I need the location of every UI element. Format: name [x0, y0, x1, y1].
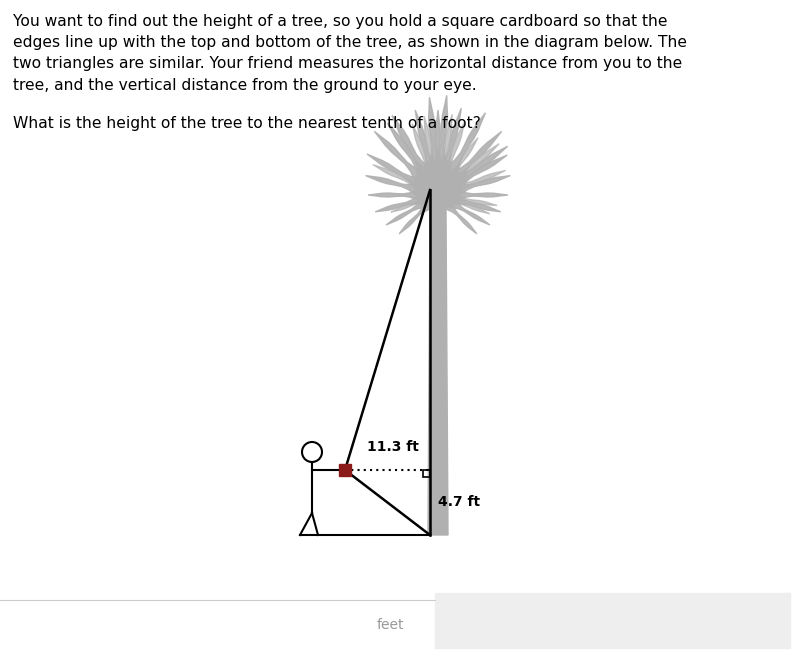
Polygon shape [367, 154, 442, 202]
Polygon shape [424, 116, 446, 196]
Polygon shape [412, 124, 446, 198]
Polygon shape [430, 122, 465, 198]
Polygon shape [375, 188, 440, 212]
Polygon shape [434, 155, 507, 202]
Polygon shape [428, 190, 448, 535]
Circle shape [302, 442, 322, 462]
Text: feet: feet [376, 618, 404, 632]
Text: 4.7 ft: 4.7 ft [438, 495, 480, 509]
Polygon shape [432, 138, 478, 199]
Polygon shape [392, 115, 446, 200]
Polygon shape [435, 190, 490, 225]
Polygon shape [438, 188, 508, 202]
Polygon shape [391, 190, 440, 212]
Polygon shape [437, 189, 497, 205]
Polygon shape [430, 110, 446, 195]
Polygon shape [428, 95, 450, 196]
Polygon shape [436, 176, 510, 203]
Polygon shape [374, 132, 444, 201]
Polygon shape [436, 170, 506, 201]
Text: What is the height of the tree to the nearest tenth of a foot?: What is the height of the tree to the ne… [13, 116, 481, 131]
Polygon shape [436, 188, 501, 212]
Text: 11.3 ft: 11.3 ft [366, 440, 418, 454]
Polygon shape [415, 110, 446, 198]
Polygon shape [434, 191, 477, 234]
Polygon shape [366, 176, 440, 203]
Polygon shape [433, 144, 499, 201]
Polygon shape [430, 114, 452, 196]
Polygon shape [399, 191, 442, 234]
Bar [423, 470, 430, 477]
Polygon shape [430, 113, 486, 200]
Polygon shape [387, 123, 446, 200]
Polygon shape [373, 164, 441, 201]
Bar [435, 593, 790, 648]
Polygon shape [433, 146, 508, 202]
Text: You want to find out the height of a tree, so you hold a square cardboard so tha: You want to find out the height of a tre… [13, 14, 687, 92]
Bar [339, 464, 351, 476]
Polygon shape [430, 108, 462, 198]
Polygon shape [432, 132, 502, 201]
Polygon shape [368, 188, 438, 202]
Polygon shape [436, 190, 490, 214]
Polygon shape [386, 190, 441, 225]
Polygon shape [426, 97, 448, 196]
